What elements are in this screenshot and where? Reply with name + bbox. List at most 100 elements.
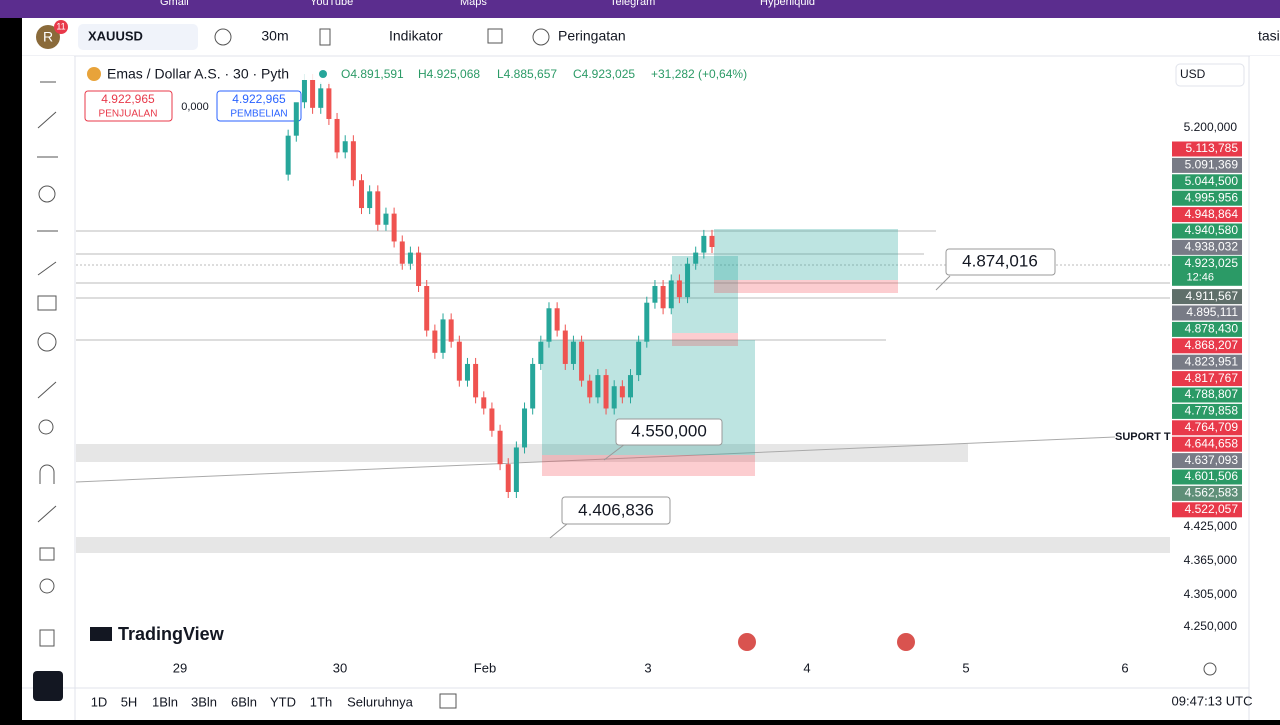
favorite-button[interactable]	[33, 671, 63, 701]
left-toolbar	[22, 56, 74, 720]
price-tag	[1172, 469, 1242, 485]
candle	[709, 235, 715, 248]
callout-pointer	[549, 523, 568, 539]
candle	[701, 235, 707, 253]
candle	[448, 319, 454, 342]
event-flag[interactable]	[897, 633, 915, 651]
cut-button[interactable]: tasi	[1258, 28, 1280, 44]
price-tick-label: 4.425,000	[1184, 519, 1238, 533]
avatar-letter: R	[43, 29, 53, 45]
tool-icon[interactable]	[38, 185, 56, 203]
candle	[530, 363, 536, 409]
candle	[293, 102, 299, 136]
candle	[595, 375, 601, 398]
sell-label: PENJUALAN	[99, 109, 158, 120]
line-label: SUPORT T	[1115, 431, 1171, 443]
add-icon[interactable]	[214, 28, 232, 46]
alert-icon[interactable]	[532, 28, 550, 46]
buy-label: PEMBELIAN	[230, 109, 287, 120]
candle	[350, 141, 356, 181]
callout-pointer	[603, 443, 626, 461]
browser-tabs: Gmail YouTube Maps Telegram Hyperliquid	[160, 0, 815, 8]
tool-icon[interactable]	[39, 578, 55, 594]
price-tag-label: 5.113,785	[1186, 141, 1239, 155]
app-bg	[22, 18, 1280, 720]
tool-icon[interactable]	[37, 295, 57, 311]
badge	[54, 20, 68, 34]
legend-open: O4.891,591	[341, 67, 404, 81]
range-button[interactable]: Seluruhnya	[347, 694, 414, 709]
price-tag-label: 4.764,709	[1185, 420, 1239, 434]
candle	[310, 80, 316, 108]
range-button[interactable]: 6Bln	[231, 694, 257, 709]
range-button[interactable]: YTD	[270, 694, 296, 709]
buy-button[interactable]	[216, 90, 302, 122]
layout-icon[interactable]	[487, 28, 503, 44]
tool-icon[interactable]	[39, 629, 55, 647]
candle	[497, 430, 503, 465]
candle	[636, 341, 642, 376]
callout-text: 4.874,016	[962, 251, 1038, 270]
candle	[570, 341, 576, 364]
candle	[399, 241, 405, 264]
candle	[367, 191, 373, 209]
legend-low: L4.885,657	[497, 67, 557, 81]
candle	[424, 286, 430, 331]
range-button[interactable]: 1Bln	[152, 694, 178, 709]
symbol-logo	[87, 67, 101, 81]
candle	[432, 330, 438, 353]
price-tag-label: 4.995,956	[1185, 190, 1239, 204]
time-tick-label: 6	[1121, 660, 1128, 675]
avatar[interactable]	[36, 25, 60, 49]
price-tag-label: 4.948,864	[1185, 207, 1239, 221]
legend-name: Emas / Dollar A.S. · 30 · Pyth	[107, 66, 289, 82]
price-tag	[1172, 321, 1242, 337]
time-tick-label: 29	[173, 660, 187, 675]
tool-icon[interactable]	[37, 381, 57, 399]
candle-icon[interactable]	[319, 28, 331, 46]
candle	[652, 286, 658, 303]
alerts[interactable]: Peringatan	[558, 28, 626, 44]
callout-text: 4.406,836	[578, 500, 654, 519]
range-button[interactable]: 1Th	[310, 694, 332, 709]
spread: 0,000	[181, 101, 209, 113]
sell-price: 4.922,965	[101, 92, 155, 106]
sell-button[interactable]	[84, 90, 173, 122]
zone	[76, 537, 1170, 553]
currency-box[interactable]	[1175, 63, 1245, 87]
badge-count: 11	[56, 21, 65, 31]
price-tag-time: 12:46	[1186, 272, 1214, 284]
candle	[456, 341, 462, 381]
tool-icon[interactable]	[37, 332, 57, 352]
date-range-icon[interactable]	[439, 693, 457, 709]
range-button[interactable]: 3Bln	[191, 694, 217, 709]
range-button[interactable]: 5H	[121, 694, 138, 709]
range-button[interactable]: 1D	[91, 694, 108, 709]
indicators[interactable]: Indikator	[389, 28, 443, 44]
interval[interactable]: 30m	[261, 28, 288, 44]
price-tag-label: 4.938,032	[1185, 240, 1239, 254]
price-tag	[1172, 403, 1242, 419]
price-tick-label: 4.365,000	[1184, 553, 1238, 567]
price-tag	[1172, 141, 1242, 157]
event-flag[interactable]	[738, 633, 756, 651]
time-tick-label: 5	[962, 660, 969, 675]
tool-icon[interactable]	[37, 111, 57, 129]
price-tag	[1172, 371, 1242, 387]
tool-icon[interactable]	[37, 505, 57, 523]
price-tag	[1172, 485, 1242, 501]
tool-icon[interactable]	[37, 261, 57, 276]
symbol-box[interactable]	[78, 24, 198, 50]
price-tag	[1172, 338, 1242, 354]
tool-icon[interactable]	[38, 419, 54, 435]
time-tick-label: 30	[333, 660, 347, 675]
right-sidebar	[1250, 56, 1280, 720]
price-tag	[1172, 207, 1242, 223]
settings-icon[interactable]	[1203, 662, 1217, 676]
tool-icon[interactable]	[39, 547, 55, 561]
price-tick-label: 4.305,000	[1184, 587, 1238, 601]
tool-icon[interactable]	[39, 464, 55, 484]
callout-pointer	[935, 275, 951, 291]
brand: TradingView	[118, 624, 225, 644]
price-tag-label: 4.817,767	[1185, 371, 1239, 385]
